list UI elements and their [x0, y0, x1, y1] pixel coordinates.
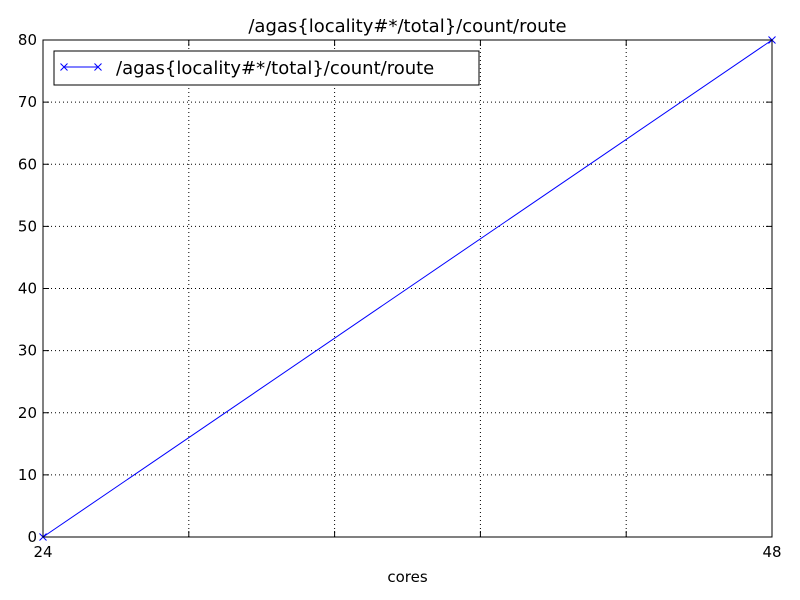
legend-marker-x-icon	[60, 63, 68, 71]
y-tick-label: 40	[18, 280, 37, 298]
x-tick-label: 24	[33, 543, 52, 561]
y-tick-label: 20	[18, 404, 37, 422]
legend-marker-x-icon	[94, 63, 102, 71]
series-line	[42, 39, 773, 538]
y-tick-label: 30	[18, 342, 37, 360]
x-axis-label: cores	[387, 568, 427, 586]
y-tick-label: 0	[27, 528, 37, 546]
y-tick-label: 60	[18, 155, 37, 173]
x-axis-ticks: 24 48	[33, 40, 782, 561]
legend-label: /agas{locality#*/total}/count/route	[116, 58, 434, 79]
y-tick-label: 70	[18, 93, 37, 111]
x-tick-label: 48	[762, 543, 781, 561]
series-group	[39, 36, 776, 541]
y-axis-ticks: 0 10 20 30 40 50 60 70 80	[18, 31, 772, 546]
y-tick-label: 10	[18, 466, 37, 484]
y-tick-label: 80	[18, 31, 37, 49]
legend: /agas{locality#*/total}/count/route	[53, 50, 480, 86]
chart-title: /agas{locality#*/total}/count/route	[248, 16, 566, 37]
legend-box	[53, 50, 480, 86]
y-tick-label: 50	[18, 217, 37, 235]
